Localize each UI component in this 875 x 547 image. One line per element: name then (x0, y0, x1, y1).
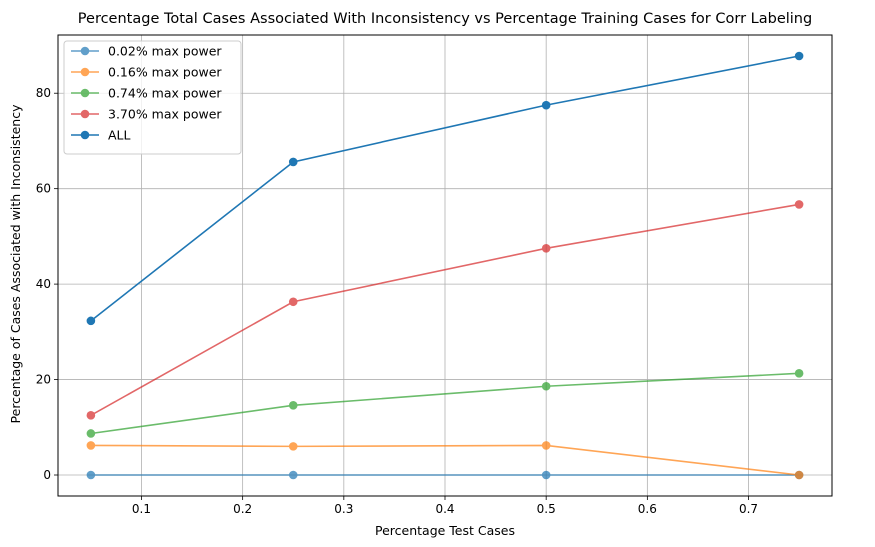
data-point (541, 381, 551, 391)
x-tick-label: 0.5 (537, 502, 556, 516)
legend-item (71, 109, 99, 119)
legend-box (63, 40, 242, 155)
data-point (86, 316, 96, 326)
data-point (86, 441, 96, 450)
legend-item (71, 130, 99, 140)
legend-label: 3.70% max power (108, 107, 222, 122)
data-point (288, 470, 298, 480)
legend-label: 0.16% max power (108, 65, 222, 80)
legend-marker (80, 46, 90, 56)
y-tick-label: 60 (36, 182, 51, 196)
legend-marker (80, 88, 90, 98)
data-point (541, 470, 551, 480)
data-point (86, 411, 96, 420)
y-tick-label: 40 (36, 277, 51, 291)
data-point (288, 442, 298, 451)
legend-item (71, 88, 99, 98)
x-tick-label: 0.2 (233, 502, 252, 516)
series-line (90, 203, 800, 417)
series-line (90, 444, 800, 476)
data-point (86, 429, 96, 438)
x-tick-label: 0.7 (739, 502, 758, 516)
series-line (90, 372, 800, 435)
data-point (794, 470, 804, 480)
legend: 0.02% max power 0.16% max power 0.74% max … (63, 40, 242, 155)
data-point (288, 401, 298, 410)
x-tick-label: 0.4 (435, 502, 454, 516)
data-point (541, 100, 551, 110)
y-tick-label: 20 (36, 373, 51, 387)
series-2 (86, 441, 804, 480)
legend-item (71, 67, 99, 77)
y-axis-ticks: 0 20 40 60 80 (36, 86, 58, 482)
legend-marker (80, 130, 90, 140)
series-layer (86, 51, 804, 480)
y-tick-label: 0 (43, 468, 51, 482)
data-point (288, 157, 298, 167)
series-3 (86, 369, 804, 438)
x-tick-label: 0.6 (638, 502, 657, 516)
data-point (794, 369, 804, 378)
data-point (86, 470, 96, 480)
y-axis-label: Percentage of Cases Associated with Inco… (8, 104, 23, 424)
data-point (541, 441, 551, 450)
legend-label: 0.02% max power (108, 44, 222, 59)
x-tick-label: 0.3 (334, 502, 353, 516)
legend-marker (80, 67, 90, 77)
x-tick-label: 0.1 (132, 502, 151, 516)
data-point (288, 297, 298, 307)
data-point (794, 51, 804, 61)
y-tick-label: 80 (36, 86, 51, 100)
chart-title: Percentage Total Cases Associated With I… (78, 11, 812, 27)
legend-marker (80, 109, 90, 119)
data-point (541, 244, 551, 253)
legend-item (71, 46, 99, 56)
data-point (794, 200, 804, 209)
series-4 (86, 200, 804, 420)
x-axis-label: Percentage Test Cases (375, 523, 515, 538)
series-line (90, 55, 800, 322)
legend-label: ALL (108, 128, 131, 143)
series-5 (86, 51, 804, 326)
legend-label: 0.74% max power (108, 86, 222, 101)
x-axis-ticks: 0.1 0.2 0.3 0.4 0.5 0.6 0.7 (132, 496, 758, 516)
